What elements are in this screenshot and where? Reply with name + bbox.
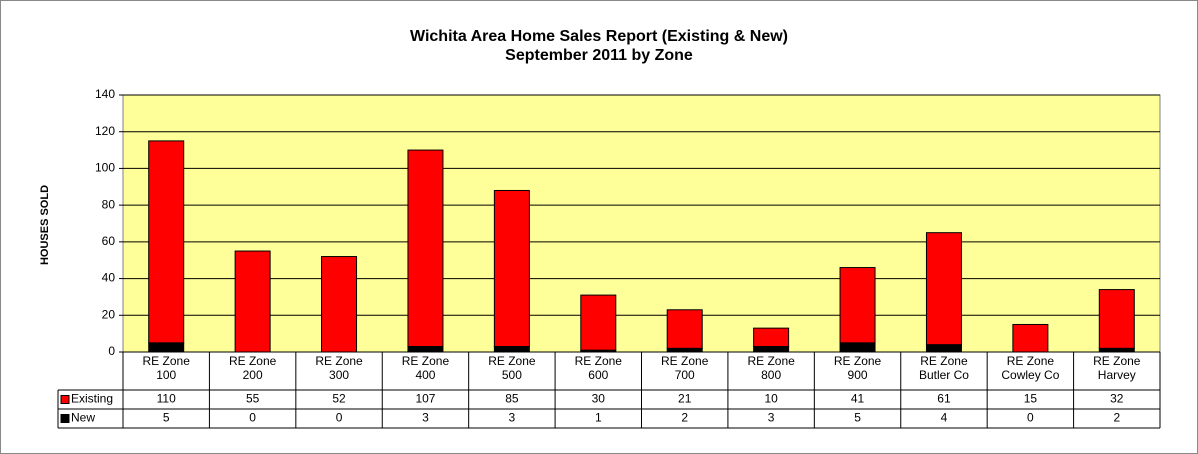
table-value: 110	[157, 392, 176, 406]
y-tick-label: 20	[102, 307, 116, 321]
table-value: 3	[768, 411, 775, 425]
x-tick-label: Butler Co	[919, 368, 969, 382]
x-tick-label: RE Zone	[747, 354, 795, 368]
y-axis-label: HOUSES SOLD	[39, 185, 51, 265]
table-value: 10	[764, 392, 778, 406]
table-value: 41	[851, 392, 865, 406]
table-value: 107	[415, 392, 435, 406]
bar-segment	[925, 344, 962, 353]
x-tick-label: Cowley Co	[1001, 368, 1059, 382]
legend-label: Existing	[71, 392, 113, 406]
bar-segment	[1098, 289, 1135, 349]
y-tick-label: 0	[108, 344, 115, 358]
x-tick-label: RE Zone	[920, 354, 968, 368]
bar-segment	[925, 232, 962, 346]
table-value: 61	[937, 392, 951, 406]
x-tick-label: RE Zone	[834, 354, 882, 368]
bar-segment	[148, 342, 185, 353]
x-tick-label: 700	[675, 368, 695, 382]
table-value: 2	[681, 411, 688, 425]
y-tick-label: 100	[95, 161, 115, 175]
table-value: 21	[678, 392, 692, 406]
table-value: 52	[332, 392, 346, 406]
legend-label: New	[71, 411, 95, 425]
x-tick-label: 900	[848, 368, 868, 382]
bar-segment	[839, 267, 876, 344]
x-tick-label: 600	[588, 368, 608, 382]
bar-segment	[1012, 323, 1049, 353]
bar-segment	[666, 347, 703, 353]
bar-segment	[753, 327, 790, 347]
table-value: 0	[336, 411, 343, 425]
bar-segment	[234, 250, 271, 353]
table-value: 5	[163, 411, 170, 425]
x-tick-label: 400	[415, 368, 435, 382]
x-tick-label: 800	[761, 368, 781, 382]
chart-title: Wichita Area Home Sales Report (Existing…	[410, 28, 788, 45]
y-tick-label: 140	[95, 87, 115, 101]
y-tick-label: 120	[95, 124, 115, 138]
x-tick-label: RE Zone	[143, 354, 191, 368]
table-value: 30	[592, 392, 606, 406]
x-tick-label: RE Zone	[575, 354, 623, 368]
bar-segment	[407, 345, 444, 353]
chart-subtitle: September 2011 by Zone	[505, 47, 693, 64]
table-value: 3	[422, 411, 429, 425]
x-tick-label: RE Zone	[488, 354, 536, 368]
x-tick-label: 200	[243, 368, 263, 382]
x-tick-label: RE Zone	[315, 354, 363, 368]
bar-segment	[148, 140, 185, 344]
table-value: 32	[1110, 392, 1124, 406]
table-value: 1	[595, 411, 602, 425]
bar-segment	[493, 345, 530, 353]
x-tick-label: 500	[502, 368, 522, 382]
x-tick-label: RE Zone	[229, 354, 277, 368]
bar-segment	[753, 345, 790, 353]
table-value: 3	[509, 411, 516, 425]
y-tick-label: 60	[102, 234, 116, 248]
legend-key	[60, 395, 70, 404]
x-tick-label: RE Zone	[402, 354, 450, 368]
table-value: 4	[941, 411, 948, 425]
table-value: 55	[246, 392, 260, 406]
bar-segment	[321, 256, 358, 353]
plot-area	[122, 94, 1161, 353]
legend-key	[60, 414, 70, 423]
x-tick-label: RE Zone	[1093, 354, 1141, 368]
bar-segment	[580, 294, 617, 351]
table-value: 0	[249, 411, 256, 425]
bar-segment	[1098, 347, 1135, 353]
bar-segment	[493, 189, 530, 347]
bar-segment	[407, 149, 444, 347]
bar-segment	[666, 309, 703, 349]
table-value: 85	[505, 392, 519, 406]
y-tick-label: 40	[102, 271, 116, 285]
bar-segment	[839, 342, 876, 353]
table-value: 15	[1024, 392, 1038, 406]
table-value: 2	[1113, 411, 1120, 425]
x-tick-label: RE Zone	[661, 354, 709, 368]
x-tick-label: RE Zone	[1007, 354, 1055, 368]
x-tick-label: 300	[329, 368, 349, 382]
x-tick-label: Harvey	[1098, 368, 1136, 382]
x-tick-label: 100	[156, 368, 176, 382]
table-value: 5	[854, 411, 861, 425]
y-tick-label: 80	[102, 197, 116, 211]
table-value: 0	[1027, 411, 1034, 425]
